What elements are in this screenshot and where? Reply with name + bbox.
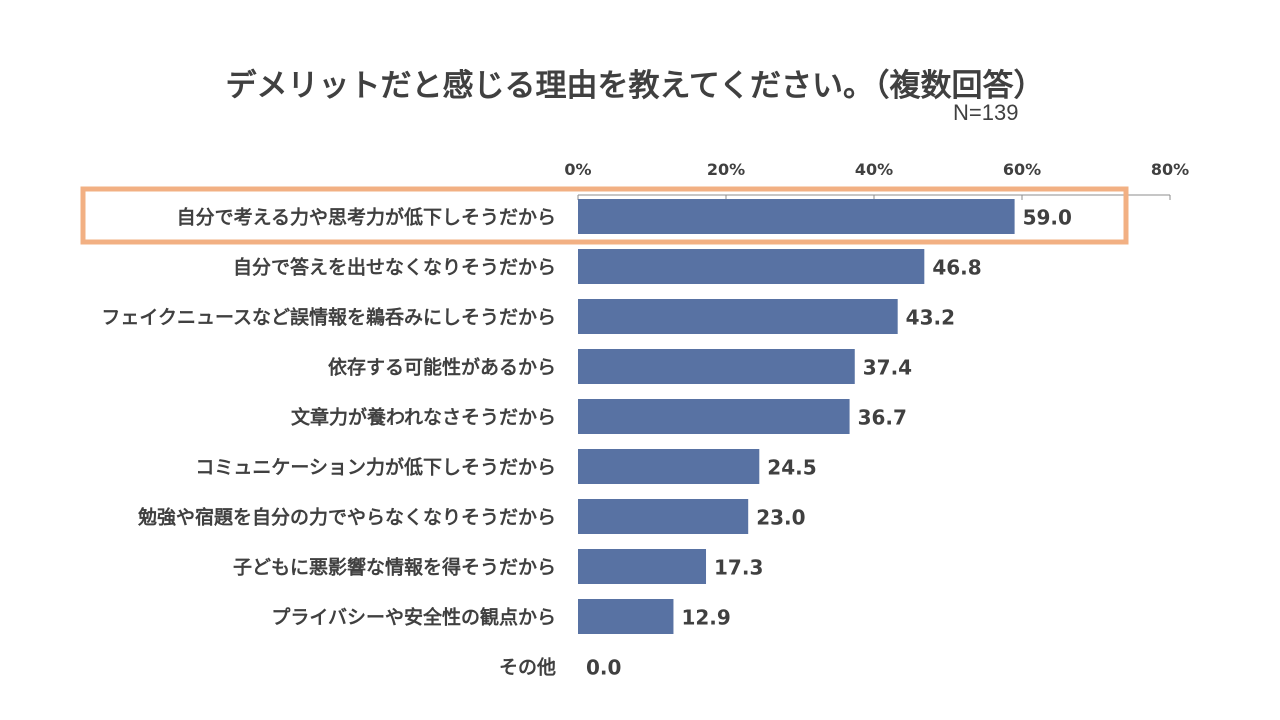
bar-1 xyxy=(578,249,925,284)
category-label: 自分で答えを出せなくなりそうだから xyxy=(233,256,556,279)
data-label: 46.8 xyxy=(932,256,981,280)
x-tick-label: 40% xyxy=(855,160,893,179)
data-label: 23.0 xyxy=(756,506,805,530)
x-tick-label: 60% xyxy=(1003,160,1041,179)
category-label: 勉強や宿題を自分の力でやらなくなりそうだから xyxy=(137,506,556,529)
bar-7 xyxy=(578,549,707,584)
bar-0 xyxy=(578,199,1015,234)
data-label: 17.3 xyxy=(714,556,763,580)
bar-3 xyxy=(578,349,855,384)
x-tick-label: 20% xyxy=(707,160,745,179)
bar-4 xyxy=(578,399,850,434)
highlight-box xyxy=(80,186,1129,245)
data-label: 37.4 xyxy=(863,356,912,380)
bar-5 xyxy=(578,449,760,484)
data-label: 43.2 xyxy=(906,306,955,330)
bar-2 xyxy=(578,299,898,334)
data-label: 24.5 xyxy=(767,456,816,480)
bar-8 xyxy=(578,599,674,634)
category-label: コミュニケーション力が低下しそうだから xyxy=(195,456,556,479)
data-label: 0.0 xyxy=(586,656,621,680)
category-label: 依存する可能性があるから xyxy=(328,356,556,379)
category-label: その他 xyxy=(499,656,556,679)
category-label: 子どもに悪影響な情報を得そうだから xyxy=(233,556,556,579)
category-label: プライバシーや安全性の観点から xyxy=(271,606,556,629)
sample-size-label: N=139 xyxy=(953,100,1019,125)
x-tick-label: 0% xyxy=(564,160,591,179)
category-label: 自分で考える力や思考力が低下しそうだから xyxy=(177,206,556,229)
chart-title: デメリットだと感じる理由を教えてください。（複数回答） xyxy=(225,68,1045,104)
data-label: 12.9 xyxy=(681,606,730,630)
x-tick-label: 80% xyxy=(1151,160,1189,179)
category-label: 文章力が養われなさそうだから xyxy=(291,406,556,429)
bar-6 xyxy=(578,499,749,534)
data-label: 36.7 xyxy=(858,406,907,430)
data-label: 59.0 xyxy=(1023,206,1072,230)
category-label: フェイクニュースなど誤情報を鵜呑みにしそうだから xyxy=(101,306,556,329)
